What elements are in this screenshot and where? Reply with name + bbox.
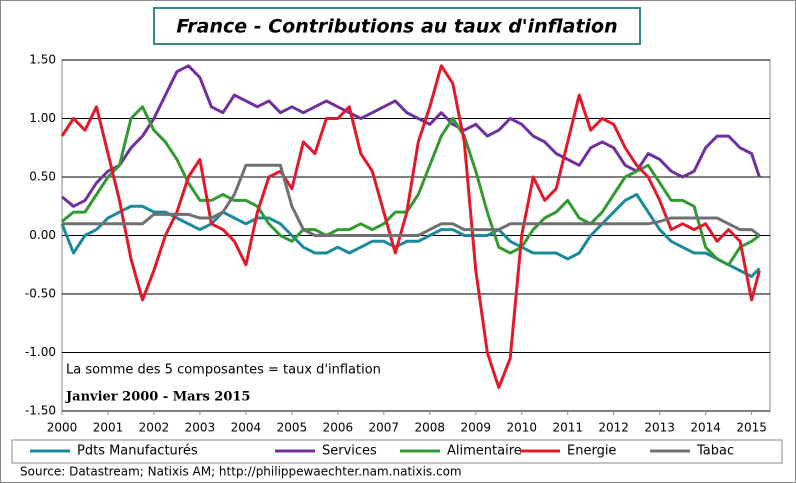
x-tick-label: 2011 — [552, 421, 583, 435]
legend: Pdts Manufacturés Services Alimentaire Ener… — [30, 444, 734, 459]
series-line — [60, 193, 761, 278]
legend-label: Services — [322, 444, 377, 459]
source: Source: Datastream; Natixis AM; http://p… — [20, 465, 462, 479]
title-box — [153, 7, 641, 45]
series-line — [61, 105, 761, 267]
chart-title: France - Contributions au taux d'inflati… — [176, 16, 617, 38]
annotation: La somme des 5 composantes = taux d'infl… — [66, 363, 381, 378]
series-line — [62, 163, 761, 237]
annotation: Janvier 2000 - Mars 2015 — [65, 390, 250, 405]
x-tick-label: 2015 — [736, 421, 767, 435]
y-tick-label: 0.00 — [29, 228, 56, 242]
legend-label: Energie — [567, 444, 616, 459]
series-line — [61, 64, 761, 208]
x-tick-label: 2006 — [323, 421, 354, 435]
x-tick-label: 2013 — [644, 421, 675, 435]
x-tick-label: 2007 — [369, 421, 400, 435]
x-tick-label: 2001 — [93, 421, 124, 435]
x-tick-label: 2010 — [506, 421, 537, 435]
legend-label: Pdts Manufacturés — [77, 444, 198, 459]
x-tick-label: 2003 — [185, 421, 216, 435]
x-tick-label: 2008 — [415, 421, 446, 435]
x-tick-label: 2000 — [47, 421, 78, 435]
x-tick-label: 2012 — [598, 421, 629, 435]
x-tick-label: 2014 — [690, 421, 721, 435]
x-tick-label: 2005 — [277, 421, 308, 435]
x-tick-label: 2004 — [231, 421, 262, 435]
legend-label: Tabac — [696, 444, 734, 459]
y-tick-label: -1.00 — [25, 345, 56, 359]
y-tick-label: 1.00 — [29, 111, 56, 125]
y-tick-label: 1.50 — [29, 53, 56, 67]
x-tick-label: 2002 — [139, 421, 170, 435]
y-tick-label: 0.50 — [29, 170, 56, 184]
x-tick-label: 2009 — [460, 421, 491, 435]
series-line — [60, 64, 761, 390]
legend-box — [11, 439, 783, 464]
lines — [60, 64, 761, 390]
y-tick-label: -1.50 — [25, 404, 56, 418]
legend-label: Alimentaire — [447, 444, 522, 459]
y-tick-label: -0.50 — [25, 287, 56, 301]
